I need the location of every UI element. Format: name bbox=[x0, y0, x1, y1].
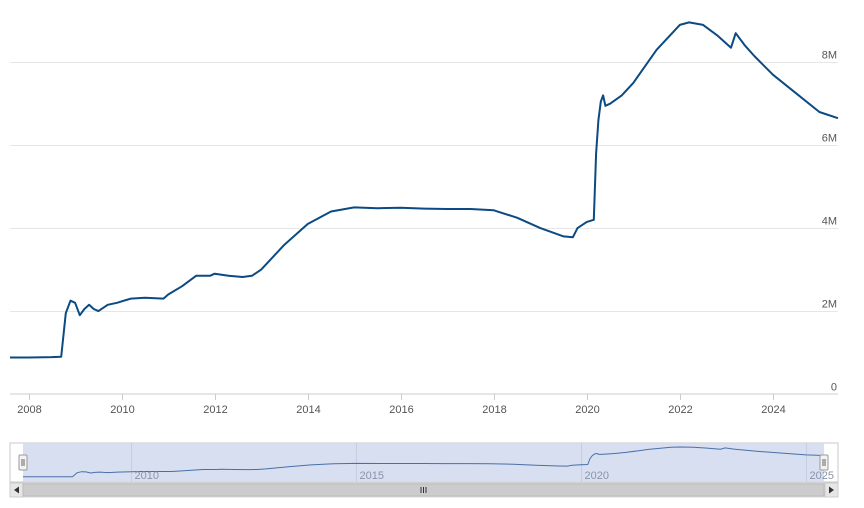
right-arrow-icon bbox=[829, 486, 834, 494]
navigator-right-handle[interactable] bbox=[819, 454, 829, 471]
x-tick-label: 2014 bbox=[296, 404, 320, 416]
navigator-selected-range[interactable] bbox=[23, 443, 824, 482]
navigator-left-handle[interactable] bbox=[18, 454, 28, 471]
scrollbar[interactable] bbox=[9, 482, 839, 498]
navigator-tick-label: 2010 bbox=[135, 470, 159, 482]
y-tick-label: 6M bbox=[822, 133, 837, 145]
x-tick-label: 2018 bbox=[482, 404, 506, 416]
x-tick-label: 2022 bbox=[668, 404, 692, 416]
navigator-tick-labels: 2010 2015 2020 2025 bbox=[135, 470, 834, 482]
x-tick-label: 2024 bbox=[761, 404, 785, 416]
gridlines bbox=[10, 62, 838, 312]
x-tick-label: 2016 bbox=[389, 404, 413, 416]
x-tick-label: 2012 bbox=[203, 404, 227, 416]
navigator-series bbox=[23, 446, 825, 478]
x-tick-label: 2020 bbox=[575, 404, 599, 416]
scrollbar-right-arrow[interactable] bbox=[824, 482, 839, 498]
navigator-tick-label: 2015 bbox=[360, 470, 384, 482]
scrollbar-grip-icon bbox=[420, 487, 427, 493]
y-tick-label: 8M bbox=[822, 50, 837, 62]
scrollbar-left-arrow[interactable] bbox=[9, 482, 24, 498]
navigator-tick-label: 2020 bbox=[585, 470, 609, 482]
navigator[interactable]: 2010 2015 2020 2025 bbox=[9, 442, 839, 483]
left-arrow-icon bbox=[14, 486, 19, 494]
x-tick-label: 2010 bbox=[110, 404, 134, 416]
y-tick-label: 2M bbox=[822, 299, 837, 311]
series-line bbox=[10, 21, 839, 359]
navigator-tick-label: 2025 bbox=[810, 470, 834, 482]
y-tick-label: 4M bbox=[822, 216, 837, 228]
navigator-gridlines bbox=[131, 443, 807, 482]
x-axis-tick-labels: 2008 2010 2012 2014 2016 2018 2020 2022 2024 bbox=[17, 394, 786, 416]
series-layer bbox=[10, 21, 839, 359]
navigator-series-line bbox=[23, 446, 825, 478]
y-axis-tick-labels: 0 2M 4M 6M 8M bbox=[822, 50, 837, 394]
x-tick-label: 2008 bbox=[17, 404, 41, 416]
y-tick-label: 0 bbox=[831, 382, 837, 394]
